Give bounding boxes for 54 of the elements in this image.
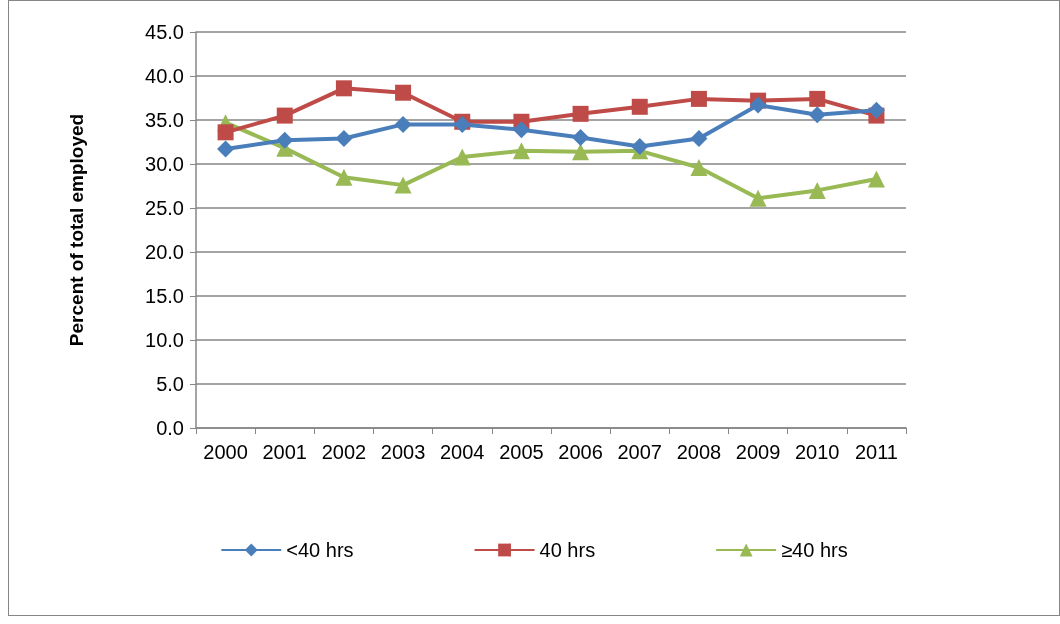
- point: [749, 96, 767, 114]
- point: [276, 107, 293, 124]
- point: [808, 181, 826, 199]
- point: [631, 98, 648, 115]
- point: [335, 80, 352, 97]
- point: [572, 129, 590, 147]
- x-tick-label: 2005: [499, 441, 544, 463]
- point: [394, 176, 412, 194]
- x-tick-label: 2001: [262, 441, 307, 463]
- y-tick-label: 0.0: [156, 417, 184, 439]
- point: [394, 115, 412, 133]
- y-tick-label: 40.0: [145, 65, 184, 87]
- point: [809, 90, 826, 107]
- point: [512, 121, 530, 139]
- y-tick-label: 30.0: [145, 153, 184, 175]
- x-tick-label: 2007: [617, 441, 662, 463]
- y-tick-label: 15.0: [145, 285, 184, 307]
- point: [335, 168, 353, 186]
- point: [690, 90, 707, 107]
- point: [395, 84, 412, 101]
- x-tick-label: 2004: [440, 441, 485, 463]
- y-tick-label: 20.0: [145, 241, 184, 263]
- point: [867, 101, 885, 119]
- x-tick-label: 2010: [795, 441, 840, 463]
- y-tick-label: 25.0: [145, 197, 184, 219]
- point: [453, 148, 471, 166]
- point: [690, 159, 708, 177]
- point: [217, 140, 235, 158]
- point: [217, 124, 234, 141]
- y-tick-label: 5.0: [156, 373, 184, 395]
- legend-label: ≥40 hrs: [781, 539, 848, 561]
- x-tick-label: 2000: [203, 441, 248, 463]
- point: [276, 131, 294, 149]
- x-tick-label: 2003: [380, 441, 426, 463]
- point: [572, 143, 590, 161]
- point: [690, 129, 708, 147]
- x-tick-label: 2006: [558, 441, 603, 463]
- y-axis-title: Percent of total employed: [66, 113, 87, 347]
- point: [749, 189, 767, 207]
- point: [631, 137, 649, 155]
- legend-label: 40 hrs: [539, 539, 596, 561]
- x-tick-label: 2002: [321, 441, 367, 463]
- point: [512, 142, 530, 160]
- x-tick-label: 2011: [854, 441, 898, 463]
- y-tick-label: 35.0: [145, 109, 184, 131]
- point: [808, 106, 826, 124]
- y-tick-label: 45.0: [145, 21, 184, 43]
- x-tick-label: 2009: [735, 441, 781, 463]
- point: [335, 129, 353, 147]
- point: [867, 170, 885, 188]
- legend-label: <40 hrs: [286, 539, 354, 561]
- x-tick-label: 2008: [676, 441, 722, 463]
- y-tick-label: 10.0: [145, 329, 184, 351]
- point: [572, 105, 589, 122]
